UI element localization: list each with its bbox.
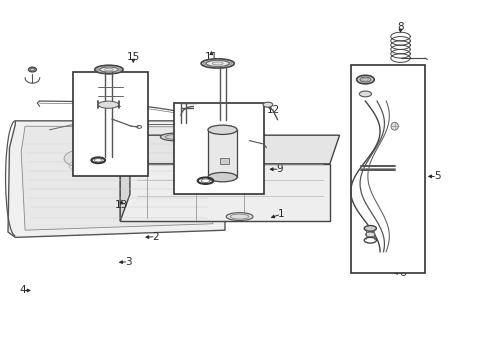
Text: 5: 5 bbox=[433, 171, 440, 181]
Ellipse shape bbox=[227, 131, 261, 139]
Text: 3: 3 bbox=[125, 257, 131, 267]
Bar bbox=[173, 103, 264, 194]
Ellipse shape bbox=[356, 75, 373, 84]
Ellipse shape bbox=[263, 102, 272, 107]
Text: 7: 7 bbox=[391, 90, 398, 100]
Polygon shape bbox=[120, 135, 130, 221]
Ellipse shape bbox=[390, 122, 398, 130]
Polygon shape bbox=[120, 135, 339, 164]
Text: 1: 1 bbox=[277, 209, 284, 219]
Polygon shape bbox=[120, 164, 329, 221]
Bar bbox=[350, 64, 424, 273]
Ellipse shape bbox=[364, 226, 376, 231]
Text: 4: 4 bbox=[20, 285, 26, 296]
Text: 2: 2 bbox=[152, 232, 159, 242]
Text: 11: 11 bbox=[204, 52, 218, 62]
Ellipse shape bbox=[359, 91, 371, 97]
Polygon shape bbox=[8, 121, 224, 237]
Text: 9: 9 bbox=[276, 164, 283, 174]
Text: 6: 6 bbox=[399, 267, 406, 278]
Ellipse shape bbox=[365, 232, 374, 237]
Bar bbox=[207, 130, 237, 177]
Ellipse shape bbox=[100, 67, 118, 72]
Ellipse shape bbox=[98, 101, 119, 108]
Ellipse shape bbox=[28, 67, 36, 72]
Ellipse shape bbox=[95, 65, 123, 74]
Text: 8: 8 bbox=[396, 22, 403, 32]
Ellipse shape bbox=[207, 125, 237, 134]
Text: 12: 12 bbox=[266, 105, 280, 115]
Ellipse shape bbox=[201, 59, 234, 68]
Text: 10: 10 bbox=[186, 185, 200, 195]
Ellipse shape bbox=[205, 60, 229, 67]
Text: 14: 14 bbox=[71, 167, 84, 177]
Bar bbox=[73, 72, 148, 176]
Bar bbox=[220, 158, 228, 164]
Polygon shape bbox=[21, 126, 212, 230]
Text: 15: 15 bbox=[126, 52, 140, 62]
Ellipse shape bbox=[207, 172, 237, 182]
Text: 13: 13 bbox=[115, 200, 128, 210]
Ellipse shape bbox=[226, 213, 252, 221]
Ellipse shape bbox=[64, 149, 103, 167]
Ellipse shape bbox=[160, 133, 192, 141]
